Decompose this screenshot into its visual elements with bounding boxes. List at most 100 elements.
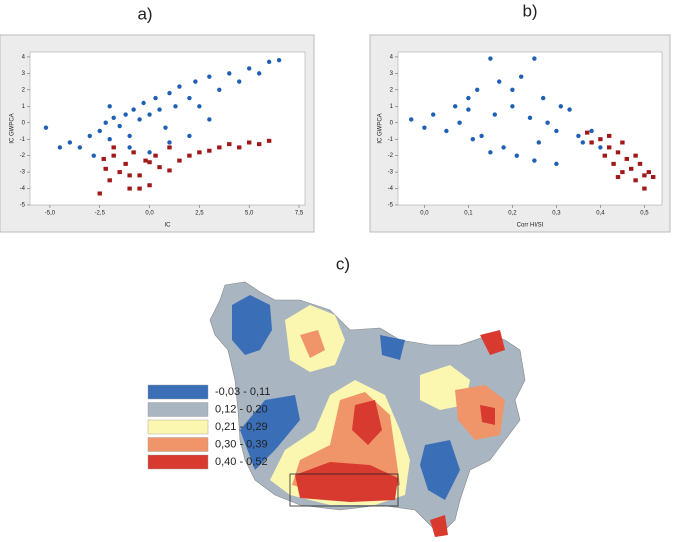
point [607,133,612,138]
y-tick-label: -5 [388,203,394,209]
y-tick-label: -3 [388,170,394,176]
point [193,79,198,84]
chart-title: c) [336,254,350,273]
point [167,145,172,150]
point [147,160,152,165]
y-tick-label: 3 [390,71,394,77]
point [256,142,262,147]
point [127,133,132,139]
point [409,117,414,122]
point [227,142,232,147]
x-tick-label: 2,5 [195,211,204,217]
point [585,130,590,135]
point [177,84,182,89]
point [554,128,559,134]
legend-swatch [147,419,209,435]
y-axis-label: IC GWPCA [378,113,384,143]
map-region [232,295,272,355]
point [217,87,222,93]
point [276,58,282,63]
point [127,186,132,191]
point [602,153,607,158]
point [101,156,106,161]
map-region [455,385,505,440]
point [97,191,102,196]
point [576,133,581,139]
point [488,150,493,155]
point [43,125,49,130]
point [153,153,158,158]
point [567,107,572,112]
y-tick-label: 0 [22,120,26,126]
point [163,125,168,130]
point [624,156,629,161]
point [197,150,202,155]
legend-swatch [147,402,209,417]
legend-swatch [147,437,209,452]
legend-label: 0,21 - 0,29 [215,421,268,433]
point [598,145,603,150]
point [157,165,162,170]
point [57,145,63,150]
point [444,128,449,134]
point [103,166,108,171]
point [137,186,142,191]
point [589,128,594,134]
y-tick-label: 1 [390,104,394,110]
map-region [240,395,300,470]
point [642,186,647,191]
point [580,140,585,145]
y-tick-label: -3 [20,170,26,176]
y-tick-label: -1 [388,137,394,143]
x-tick-label: 5,0 [245,211,254,217]
point [143,158,148,163]
point [127,145,132,150]
point [589,140,594,145]
y-tick-label: -4 [20,186,26,192]
point [147,150,152,155]
point [558,104,563,109]
point [541,95,546,101]
map-region [352,400,382,445]
map-region [380,335,405,360]
map [209,281,526,537]
point [77,145,83,150]
legend-label: 0,12 - 0,20 [215,403,268,415]
point [217,145,222,150]
point [479,133,484,139]
point [431,112,436,117]
legend-label: -0,03 - 0,11 [215,386,270,398]
y-tick-label: 2 [22,87,26,93]
point [475,87,480,93]
point [615,175,621,180]
point [247,140,252,145]
y-tick-label: 0 [390,120,394,126]
point [237,79,242,84]
x-axis-label: IC [165,223,172,229]
x-tick-label: 7,5 [295,211,304,217]
y-tick-label: 4 [390,55,394,61]
legend-label: 0,30 - 0,39 [215,438,268,450]
point [67,140,73,145]
point [103,120,108,125]
map-region [480,330,505,355]
point [141,100,146,106]
point [651,175,656,180]
point [646,170,651,175]
point [536,140,541,145]
point [497,79,502,84]
x-tick-label: 0,5 [640,211,649,217]
point [167,140,172,145]
x-tick-label: 0,0 [420,211,429,217]
point [187,133,192,139]
point [111,145,116,150]
point [117,123,122,129]
point [237,145,242,150]
point [147,183,152,188]
highlight-box [289,473,399,507]
map-region [300,330,325,358]
point [111,153,116,158]
x-tick-label: 0,1 [464,211,473,217]
point [207,117,212,122]
point [615,150,621,155]
